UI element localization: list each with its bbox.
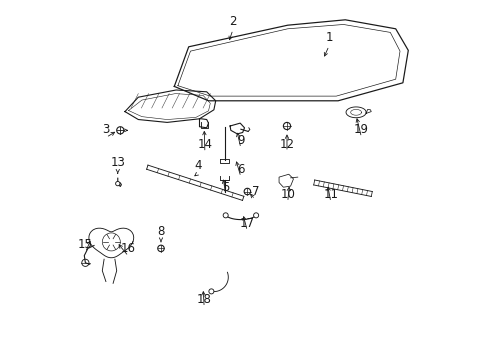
Text: 8: 8 <box>157 225 164 238</box>
Text: 2: 2 <box>229 15 236 28</box>
Text: 4: 4 <box>194 159 201 172</box>
Text: 5: 5 <box>222 181 229 194</box>
Text: 18: 18 <box>196 293 211 306</box>
Circle shape <box>117 127 123 134</box>
Circle shape <box>223 213 228 218</box>
Text: 1: 1 <box>325 31 332 44</box>
Text: 16: 16 <box>121 242 136 255</box>
Circle shape <box>253 213 258 218</box>
Text: 15: 15 <box>78 238 93 251</box>
Text: 10: 10 <box>280 188 295 201</box>
Circle shape <box>283 122 290 130</box>
Text: 19: 19 <box>353 123 368 136</box>
Text: 13: 13 <box>110 156 125 169</box>
Text: 17: 17 <box>240 217 254 230</box>
Circle shape <box>244 188 250 195</box>
Circle shape <box>208 289 213 294</box>
Text: 9: 9 <box>237 134 244 147</box>
Text: 7: 7 <box>251 185 259 198</box>
Text: 12: 12 <box>279 138 294 150</box>
Circle shape <box>158 245 164 252</box>
Text: 11: 11 <box>323 188 338 201</box>
Text: 6: 6 <box>237 163 244 176</box>
Text: 14: 14 <box>197 138 212 151</box>
Text: 3: 3 <box>102 123 109 136</box>
Circle shape <box>115 181 120 186</box>
